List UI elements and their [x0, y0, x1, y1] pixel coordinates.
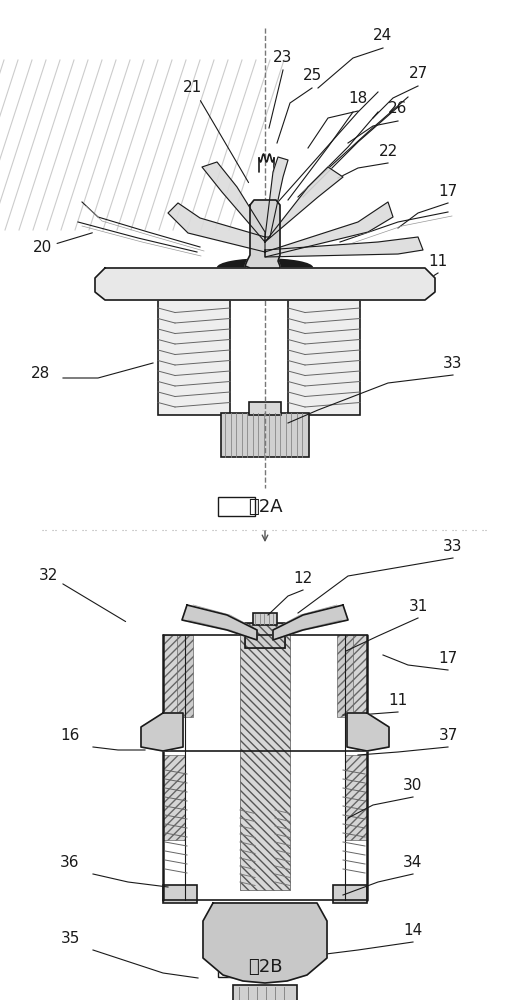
- Bar: [333, 885, 367, 903]
- Bar: [163, 885, 197, 903]
- Bar: [345, 755, 367, 840]
- Bar: [249, 402, 281, 415]
- Text: 37: 37: [438, 728, 458, 743]
- Text: 20: 20: [32, 233, 92, 255]
- Text: 23: 23: [273, 50, 293, 65]
- Polygon shape: [245, 200, 280, 268]
- Polygon shape: [95, 268, 435, 300]
- Bar: [288, 300, 360, 415]
- Polygon shape: [273, 605, 348, 640]
- Polygon shape: [202, 162, 265, 242]
- Bar: [233, 985, 297, 1000]
- Bar: [240, 907, 290, 972]
- Text: 图2A: 图2A: [247, 498, 282, 516]
- Text: 34: 34: [404, 855, 423, 870]
- Text: 22: 22: [379, 144, 398, 159]
- Bar: [253, 613, 277, 625]
- Text: 17: 17: [439, 651, 458, 666]
- Bar: [245, 623, 285, 648]
- Polygon shape: [141, 713, 183, 751]
- Bar: [158, 300, 230, 415]
- Bar: [163, 755, 185, 840]
- Bar: [218, 958, 255, 977]
- Polygon shape: [265, 157, 288, 237]
- Ellipse shape: [218, 259, 313, 277]
- Text: 32: 32: [38, 568, 126, 622]
- Bar: [163, 635, 185, 717]
- Text: 36: 36: [60, 855, 80, 870]
- Bar: [245, 623, 285, 648]
- Bar: [345, 635, 367, 717]
- Bar: [337, 635, 353, 717]
- Polygon shape: [265, 167, 343, 242]
- Polygon shape: [168, 203, 265, 252]
- Text: 33: 33: [443, 539, 463, 554]
- Text: 18: 18: [348, 91, 367, 106]
- Bar: [221, 413, 309, 457]
- Text: 24: 24: [373, 28, 392, 43]
- Text: 30: 30: [404, 778, 423, 793]
- Text: 11: 11: [429, 254, 448, 269]
- Text: 11: 11: [388, 693, 408, 708]
- Bar: [240, 635, 290, 890]
- Bar: [218, 497, 255, 516]
- Polygon shape: [347, 713, 389, 751]
- Polygon shape: [265, 202, 393, 257]
- Polygon shape: [265, 237, 423, 257]
- Text: 14: 14: [404, 923, 423, 938]
- Text: 33: 33: [443, 356, 463, 371]
- Text: 21: 21: [183, 81, 249, 183]
- Text: 16: 16: [61, 728, 80, 743]
- Polygon shape: [182, 605, 257, 640]
- Text: 26: 26: [388, 101, 408, 116]
- Bar: [177, 635, 193, 717]
- Text: 25: 25: [302, 68, 322, 83]
- Text: 12: 12: [293, 571, 313, 586]
- Text: 28: 28: [30, 366, 49, 381]
- Polygon shape: [203, 903, 327, 983]
- Text: 17: 17: [439, 184, 458, 199]
- Text: 27: 27: [408, 66, 427, 81]
- Text: 图2B: 图2B: [248, 958, 282, 976]
- Text: 31: 31: [408, 599, 427, 614]
- Text: 35: 35: [61, 931, 80, 946]
